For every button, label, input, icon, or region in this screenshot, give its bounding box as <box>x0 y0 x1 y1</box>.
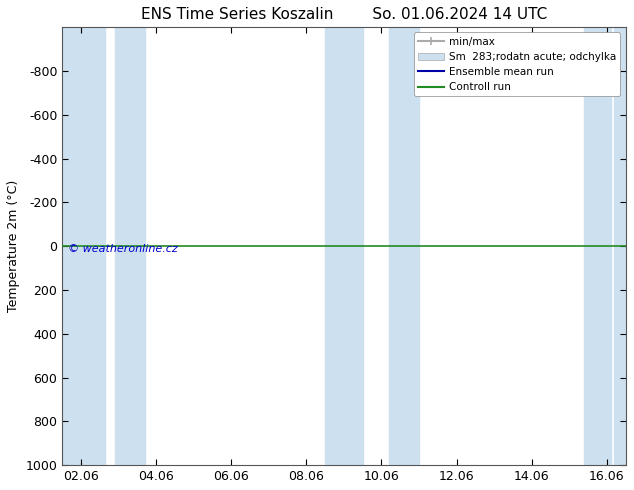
Bar <box>389 27 419 465</box>
Legend: min/max, Sm  283;rodatn acute; odchylka, Ensemble mean run, Controll run: min/max, Sm 283;rodatn acute; odchylka, … <box>413 32 621 97</box>
Bar <box>325 27 363 465</box>
Title: ENS Time Series Koszalin        So. 01.06.2024 14 UTC: ENS Time Series Koszalin So. 01.06.2024 … <box>141 7 547 22</box>
Y-axis label: Temperature 2m (°C): Temperature 2m (°C) <box>7 180 20 312</box>
Bar <box>115 27 145 465</box>
Bar <box>62 27 105 465</box>
Text: © weatheronline.cz: © weatheronline.cz <box>68 244 178 254</box>
Bar <box>614 27 626 465</box>
Bar <box>585 27 611 465</box>
